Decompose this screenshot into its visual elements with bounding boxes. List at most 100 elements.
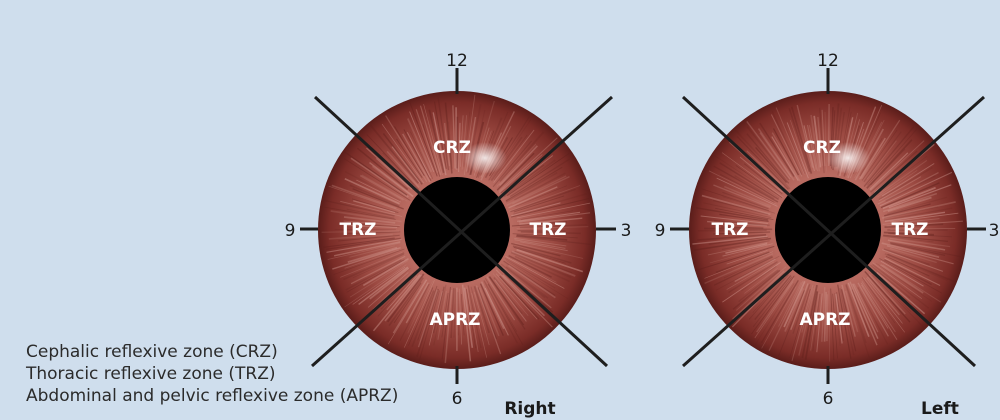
- iris-fiber: [813, 115, 822, 168]
- iris-fiber: [798, 286, 816, 356]
- iris-fiber: [382, 133, 423, 185]
- iris-fiber: [791, 284, 814, 362]
- iris-fiber: [792, 283, 811, 334]
- iris-fiber: [369, 267, 410, 300]
- iris-fiber: [884, 253, 948, 281]
- iris-fiber: [713, 231, 771, 235]
- iris-fiber: [347, 246, 398, 263]
- iris-fiber: [724, 185, 772, 207]
- iris-fiber: [340, 200, 403, 217]
- iris-fiber: [692, 235, 768, 245]
- iris-fiber: [723, 255, 773, 279]
- iris-fiber: [330, 210, 402, 223]
- iris-fiber: [500, 263, 546, 299]
- iris-fiber: [888, 232, 952, 238]
- iris-fiber: [725, 243, 768, 254]
- iris-fiber: [499, 275, 540, 320]
- iris-fiber: [358, 266, 409, 305]
- iris-fiber: [783, 280, 806, 328]
- clock-label-3: 3: [989, 221, 1000, 241]
- iris-fiber: [473, 291, 490, 346]
- iris-fiber: [712, 199, 769, 216]
- iris-fiber: [870, 150, 918, 193]
- iris-fiber: [735, 165, 783, 199]
- iris-fiber: [788, 108, 811, 173]
- iris-fiber: [746, 120, 791, 180]
- iris-fiber: [443, 122, 451, 167]
- iris-fiber: [340, 222, 400, 228]
- iris-fiber: [852, 283, 879, 340]
- iris-fiber: [771, 111, 803, 175]
- iris-fiber: [516, 234, 568, 241]
- iris-fiber: [803, 125, 815, 172]
- iris-fiber: [505, 266, 549, 299]
- iris-fiber: [857, 287, 889, 345]
- iris-fiber: [759, 122, 795, 177]
- iris-fiber: [505, 256, 565, 289]
- iris-fiber: [473, 285, 490, 334]
- iris-fiber: [324, 199, 395, 217]
- iris-fiber: [441, 292, 449, 338]
- iris-fiber: [883, 231, 934, 236]
- iris-fiber: [466, 289, 477, 349]
- iris-fiber: [343, 216, 396, 224]
- iris-fiber: [771, 132, 801, 182]
- iris-fiber: [489, 276, 525, 326]
- iris-fiber: [886, 245, 954, 265]
- zone-label-aprz: APRZ: [799, 310, 850, 330]
- iris-fiber: [870, 148, 906, 186]
- iris-fiber: [738, 269, 779, 303]
- iris-fiber: [372, 271, 414, 310]
- diagonal-line: [681, 95, 977, 368]
- iris-fiber: [748, 274, 789, 320]
- iris-fiber: [886, 220, 963, 227]
- iris-fiber: [761, 286, 797, 349]
- iris-fiber: [832, 293, 838, 359]
- iris-fiber: [453, 288, 456, 338]
- iris-fiber: [840, 289, 857, 352]
- iris-fiber: [344, 249, 400, 269]
- iris-fiber: [340, 251, 403, 278]
- iris-fiber: [704, 251, 774, 279]
- iris-fiber: [879, 159, 928, 195]
- iris-fiber: [851, 289, 870, 332]
- iris-fiber: [452, 105, 456, 169]
- iris-fiber: [460, 293, 465, 336]
- zone-label-crz: CRZ: [803, 138, 841, 158]
- iris-fiber: [882, 264, 942, 303]
- iris-fiber: [861, 129, 898, 181]
- iris-fiber: [847, 282, 870, 337]
- iris-fiber: [514, 172, 566, 201]
- iris-fiber: [772, 128, 800, 176]
- iris-fiber: [732, 269, 781, 310]
- iris-fiber: [417, 285, 438, 341]
- clock-label-12: 12: [446, 51, 468, 71]
- iris-fiber: [516, 226, 589, 229]
- iris-fiber: [494, 279, 527, 322]
- iris-fiber: [722, 262, 781, 303]
- iris-fiber: [495, 269, 553, 328]
- iris-fiber: [709, 246, 768, 264]
- iris-fiber: [409, 101, 438, 177]
- iris-fiber: [756, 277, 795, 333]
- iris-fiber: [344, 224, 398, 229]
- iris-fiber: [463, 287, 474, 348]
- iris-fiber: [495, 273, 538, 320]
- iris-fiber: [470, 286, 485, 340]
- iris-fiber: [428, 291, 443, 346]
- iris-fiber: [746, 133, 790, 184]
- iris-fiber: [735, 266, 787, 311]
- iris-fiber: [441, 287, 452, 360]
- iris-fiber: [519, 217, 583, 225]
- iris-fiber: [511, 250, 576, 277]
- iris-fiber: [333, 241, 401, 257]
- iris-fiber: [344, 151, 408, 196]
- iris-fiber: [388, 277, 424, 327]
- iris-fiber: [483, 280, 519, 344]
- diagonal-line: [310, 95, 614, 368]
- iris-fiber: [492, 273, 529, 316]
- iris-fiber: [511, 221, 567, 227]
- iris-fiber: [375, 158, 409, 188]
- iris-fiber: [884, 223, 944, 228]
